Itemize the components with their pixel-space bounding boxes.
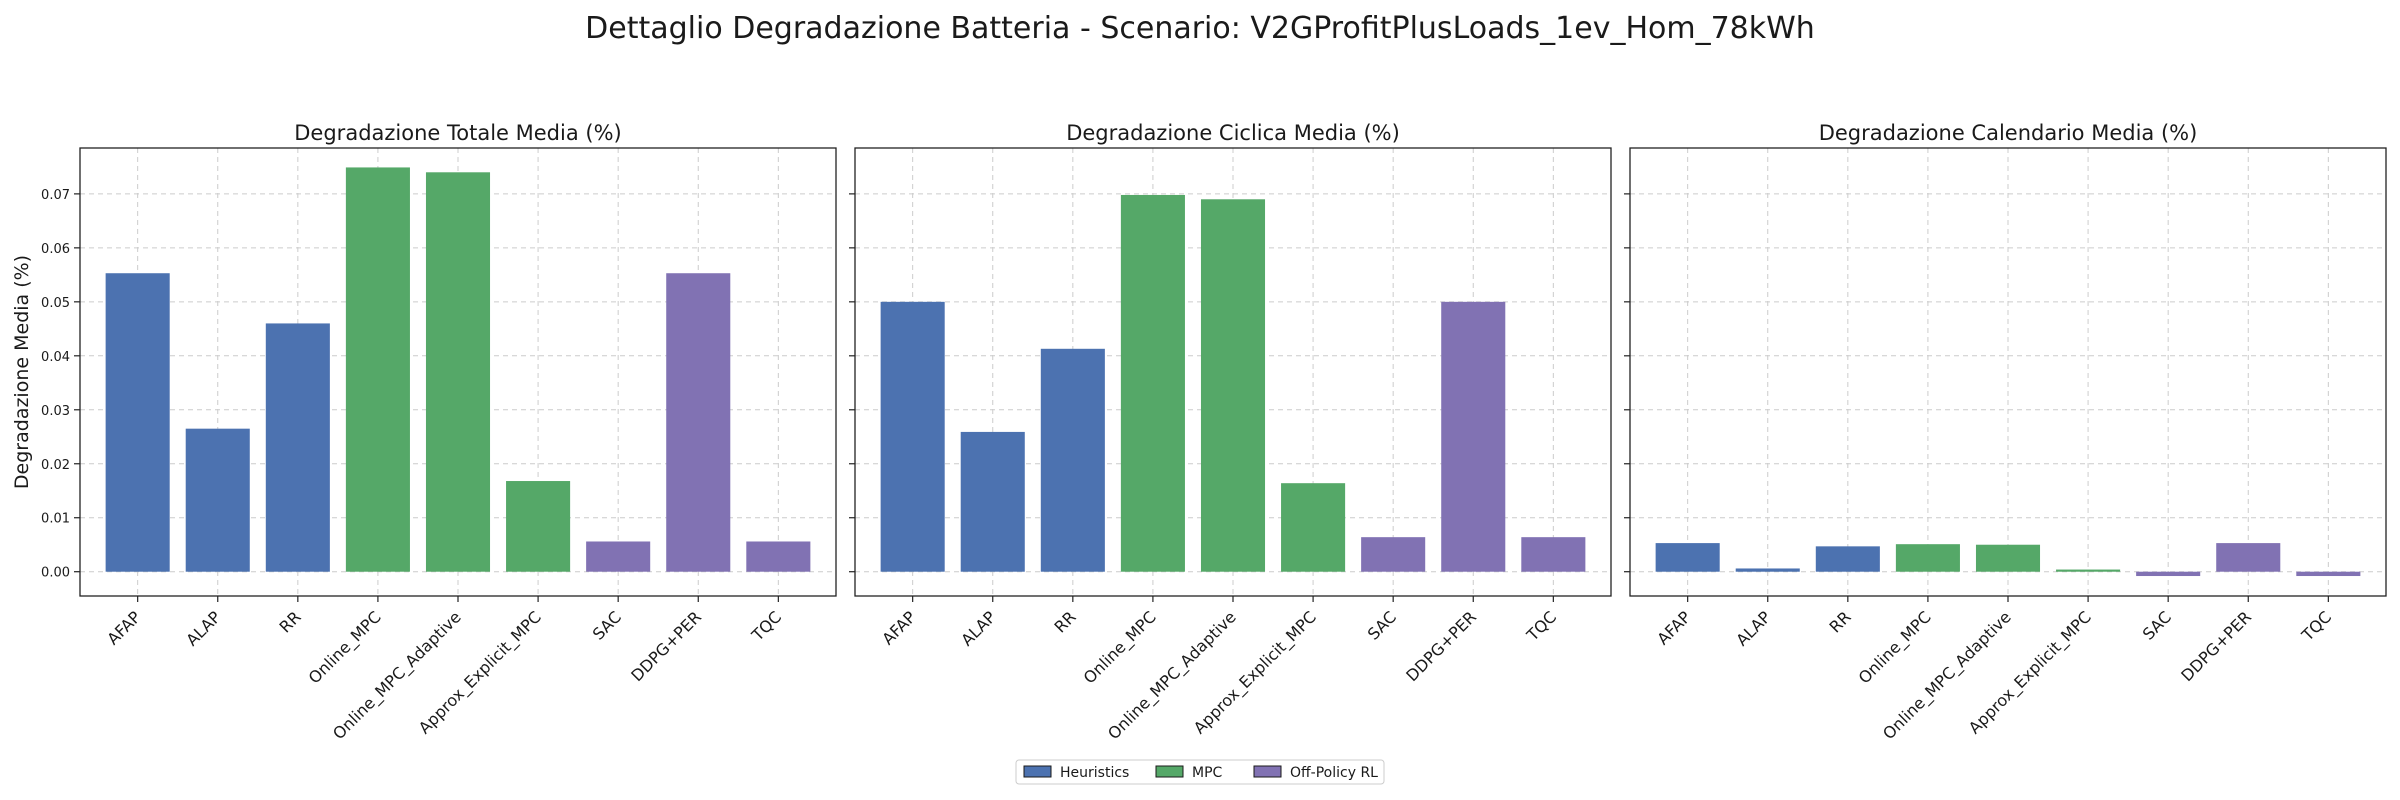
legend-label: Heuristics: [1060, 765, 1129, 781]
x-tick-label: AFAP: [1653, 607, 1694, 648]
bar-online-mpc: [345, 167, 410, 572]
legend-box: [1015, 759, 1385, 785]
bar-ddpg-per: [1441, 301, 1506, 572]
bar-afap: [1655, 543, 1720, 572]
figure-title: Dettaglio Degradazione Batteria - Scenar…: [585, 11, 1815, 46]
chart-title: Degradazione Totale Media (%): [294, 121, 621, 145]
bar-alap: [1735, 568, 1800, 572]
chart-title: Degradazione Ciclica Media (%): [1066, 121, 1400, 145]
x-tick-label: TQC: [747, 607, 785, 645]
bar-sac: [1361, 537, 1426, 572]
legend-label: MPC: [1192, 765, 1223, 781]
legend-swatch: [1155, 765, 1184, 778]
bar-tqc: [2296, 571, 2361, 577]
x-tick-label: DDPG+PER: [1402, 607, 1480, 685]
legend-label: Off-Policy RL: [1290, 765, 1378, 781]
x-tick-label: TQC: [2297, 607, 2335, 645]
x-tick-label: RR: [276, 607, 305, 636]
bar-approx-explicit-mpc: [2056, 569, 2121, 572]
y-tick-label: 0.03: [41, 404, 70, 419]
legend-swatch: [1023, 765, 1052, 778]
legend-swatch: [1253, 765, 1282, 778]
x-tick-label: Online_MPC: [1855, 607, 1936, 688]
bar-afap: [105, 273, 170, 572]
y-tick-label: 0.06: [41, 242, 70, 257]
bar-approx-explicit-mpc: [506, 481, 571, 572]
y-tick-label: 0.04: [41, 350, 70, 365]
x-tick-label: Online_MPC: [1080, 607, 1161, 688]
x-tick-label: TQC: [1522, 607, 1560, 645]
chart-panel-3: AFAP ALAP RR Online_MPCOnline_MPC_AdaptiveA…: [1624, 121, 2387, 744]
bar-alap: [960, 431, 1025, 572]
bar-tqc: [1521, 537, 1586, 572]
y-axis-label: Degradazione Media (%): [11, 255, 33, 489]
x-tick-label: RR: [1826, 607, 1855, 636]
x-tick-label: AFAP: [103, 607, 144, 648]
x-tick-label: RR: [1051, 607, 1080, 636]
bar-online-mpc: [1895, 544, 1960, 572]
x-tick-label: SAC: [1364, 607, 1400, 643]
x-tick-label: DDPG+PER: [2177, 607, 2255, 685]
chart-panel-1: 0.00 0.01 0.02 0.03 0.04 0.05 0.06 0.07 AFAP ALAP…: [11, 121, 837, 744]
bar-online-mpc-adaptive: [1975, 544, 2041, 572]
bar-rr: [1815, 546, 1880, 572]
bar-ddpg-per: [2216, 543, 2281, 572]
y-tick-label: 0.00: [41, 566, 70, 581]
bar-rr: [265, 323, 330, 572]
bar-tqc: [746, 541, 811, 572]
x-tick-label: AFAP: [878, 607, 919, 648]
bar-ddpg-per: [666, 273, 731, 572]
x-tick-label: ALAP: [182, 607, 225, 650]
x-tick-label: SAC: [2139, 607, 2175, 643]
bar-approx-explicit-mpc: [1281, 483, 1346, 572]
x-tick-label: ALAP: [957, 607, 1000, 650]
legend: Heuristics MPC Off-Policy RL: [1015, 759, 1385, 785]
bar-rr: [1040, 348, 1105, 572]
y-tick-label: 0.07: [41, 188, 70, 203]
bar-online-mpc-adaptive: [425, 172, 491, 572]
bar-online-mpc: [1120, 194, 1185, 572]
y-tick-label: 0.01: [41, 512, 70, 527]
y-tick-label: 0.02: [41, 458, 70, 473]
bar-sac: [2136, 571, 2201, 577]
x-tick-label: SAC: [589, 607, 625, 643]
chart-title: Degradazione Calendario Media (%): [1819, 121, 2198, 145]
bar-afap: [880, 301, 945, 572]
x-tick-label: Online_MPC: [305, 607, 386, 688]
x-tick-label: ALAP: [1732, 607, 1775, 650]
chart-panels: 0.00 0.01 0.02 0.03 0.04 0.05 0.06 0.07 AFAP ALAP…: [11, 121, 2387, 744]
bar-sac: [586, 541, 651, 572]
chart-panel-2: AFAP ALAP RR Online_MPCOnline_MPC_AdaptiveA…: [849, 121, 1612, 744]
bar-alap: [185, 428, 250, 572]
x-tick-label: DDPG+PER: [627, 607, 705, 685]
bar-online-mpc-adaptive: [1200, 199, 1266, 572]
y-tick-label: 0.05: [41, 296, 70, 311]
